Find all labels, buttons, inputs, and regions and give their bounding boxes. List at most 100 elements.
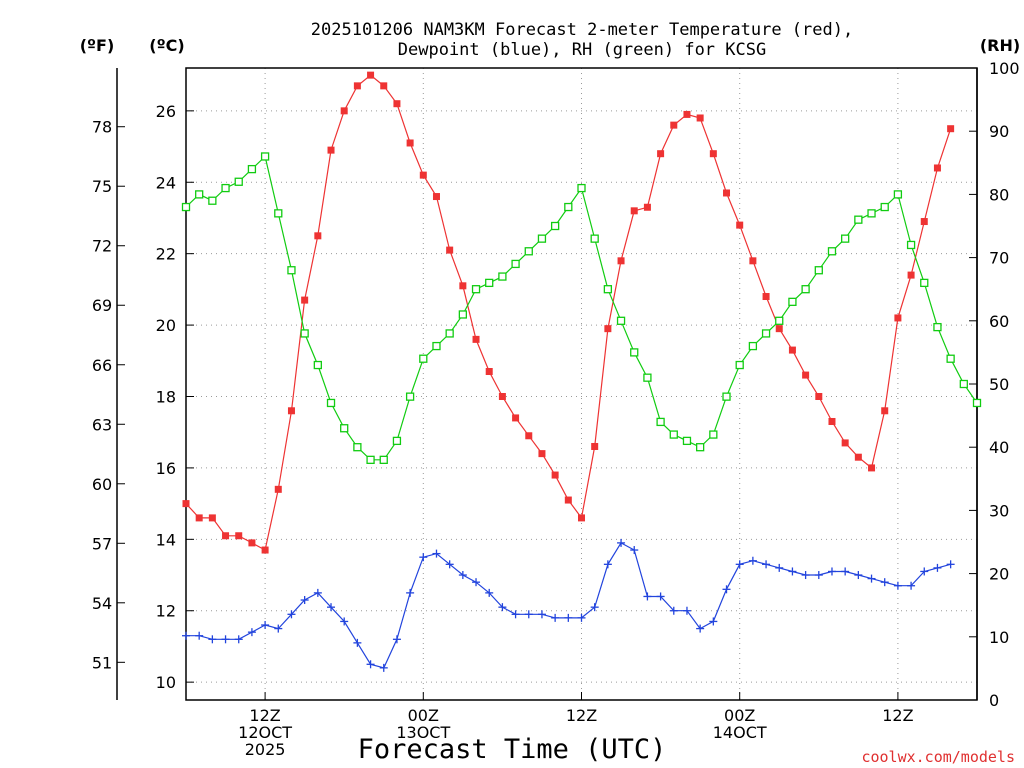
temperature-point [512, 414, 520, 422]
dewpoint-point [603, 560, 612, 569]
rh-axis: 0 10 20 30 40 50 60 70 80 90 100 [969, 59, 1020, 710]
rh-point [880, 202, 889, 212]
temperature-point [419, 171, 427, 179]
fahrenheit-tick-label: 60 [92, 475, 112, 494]
dewpoint-point [366, 660, 375, 669]
dewpoint-point [827, 567, 836, 576]
celsius-axis: 10 12 14 16 18 20 22 24 26 [156, 102, 194, 692]
rh-point [313, 360, 322, 370]
rh-point [379, 455, 388, 464]
dewpoint-point [485, 588, 494, 597]
rh-point [353, 443, 362, 452]
dewpoint-point [313, 588, 322, 597]
temperature-point [287, 407, 295, 415]
dewpoint-point [406, 588, 415, 597]
celsius-axis-unit: (ºC) [149, 36, 184, 55]
rh-point [854, 215, 863, 224]
rh-tick-label: 60 [989, 312, 1009, 331]
temperature-point [881, 407, 889, 415]
dewpoint-point [340, 617, 349, 626]
time-tick-label: 00Z [408, 706, 439, 725]
rh-point [920, 278, 929, 288]
temperature-point [802, 371, 810, 379]
time-tick-label: 00Z [724, 706, 755, 725]
rh-point [326, 398, 336, 408]
rh-point [893, 190, 903, 199]
celsius-tick-label: 26 [156, 102, 176, 121]
dewpoint-point [775, 563, 784, 572]
dewpoint-point [287, 610, 296, 619]
rh-point [498, 272, 507, 281]
rh-point [788, 297, 797, 306]
rh-tick-label: 40 [989, 438, 1009, 457]
temperature-point [182, 500, 190, 508]
rh-point [761, 329, 771, 338]
dewpoint-point [379, 663, 388, 672]
dewpoint-point [300, 596, 309, 605]
temperature-point [498, 392, 506, 400]
dewpoint-point [195, 631, 204, 640]
dewpoint-point [788, 567, 797, 576]
dewpoint-point [261, 621, 270, 630]
dewpoint-point [630, 546, 639, 555]
dewpoint-point [577, 613, 586, 622]
dewpoint-point [445, 560, 454, 569]
series-layer [181, 71, 982, 672]
dewpoint-point [392, 635, 401, 644]
rh-point [208, 196, 217, 205]
temperature-point [775, 325, 783, 333]
temperature-point [353, 82, 361, 90]
dewpoint-point [946, 560, 955, 569]
dewpoint-point [643, 592, 652, 601]
rh-tick-label: 10 [989, 628, 1009, 647]
series-rh [181, 152, 982, 464]
dewpoint-point [907, 581, 916, 590]
rh-point [933, 322, 942, 332]
temperature-point [736, 221, 744, 229]
temperature-point [340, 107, 348, 115]
celsius-tick-label: 20 [156, 316, 176, 335]
dewpoint-point [696, 624, 705, 633]
dewpoint-line [186, 542, 951, 669]
rh-tick-label: 20 [989, 565, 1009, 584]
rh-point [445, 329, 454, 338]
dewpoint-point [656, 592, 665, 601]
celsius-tick-label: 16 [156, 459, 176, 478]
temperature-point [762, 293, 770, 301]
rh-point [696, 443, 705, 452]
rh-point [366, 455, 375, 464]
temperature-point [591, 442, 599, 450]
dewpoint-point [854, 571, 863, 580]
celsius-tick-label: 10 [156, 673, 176, 692]
rh-point [616, 316, 626, 325]
temperature-point [828, 417, 836, 425]
temperature-point [841, 439, 849, 447]
time-tick-label: 12Z [249, 706, 280, 725]
dewpoint-point [893, 581, 902, 590]
temperature-point [723, 189, 731, 197]
rh-point [485, 278, 494, 288]
rh-axis-unit: (RH) [980, 36, 1020, 55]
rh-point [775, 316, 784, 325]
celsius-tick-label: 24 [156, 173, 176, 192]
rh-point [195, 190, 204, 199]
dewpoint-point [274, 624, 283, 633]
rh-point [260, 152, 270, 161]
temperature-point [406, 139, 414, 147]
temperature-point [380, 82, 388, 90]
celsius-tick-label: 12 [156, 602, 176, 621]
dewpoint-point [669, 606, 678, 615]
rh-point [432, 341, 441, 351]
temperature-point [472, 335, 480, 343]
temperature-point [617, 257, 625, 265]
temperature-point [432, 193, 440, 201]
temperature-point [564, 496, 572, 504]
rh-point [392, 436, 402, 446]
rh-tick-label: 50 [989, 375, 1009, 394]
celsius-tick-label: 22 [156, 245, 176, 264]
dewpoint-point [564, 613, 573, 622]
rh-tick-label: 80 [989, 185, 1009, 204]
chart-title-line2: Dewpoint (blue), RH (green) for KCSG [398, 40, 766, 60]
temperature-point [578, 514, 585, 522]
dewpoint-point [472, 578, 481, 587]
